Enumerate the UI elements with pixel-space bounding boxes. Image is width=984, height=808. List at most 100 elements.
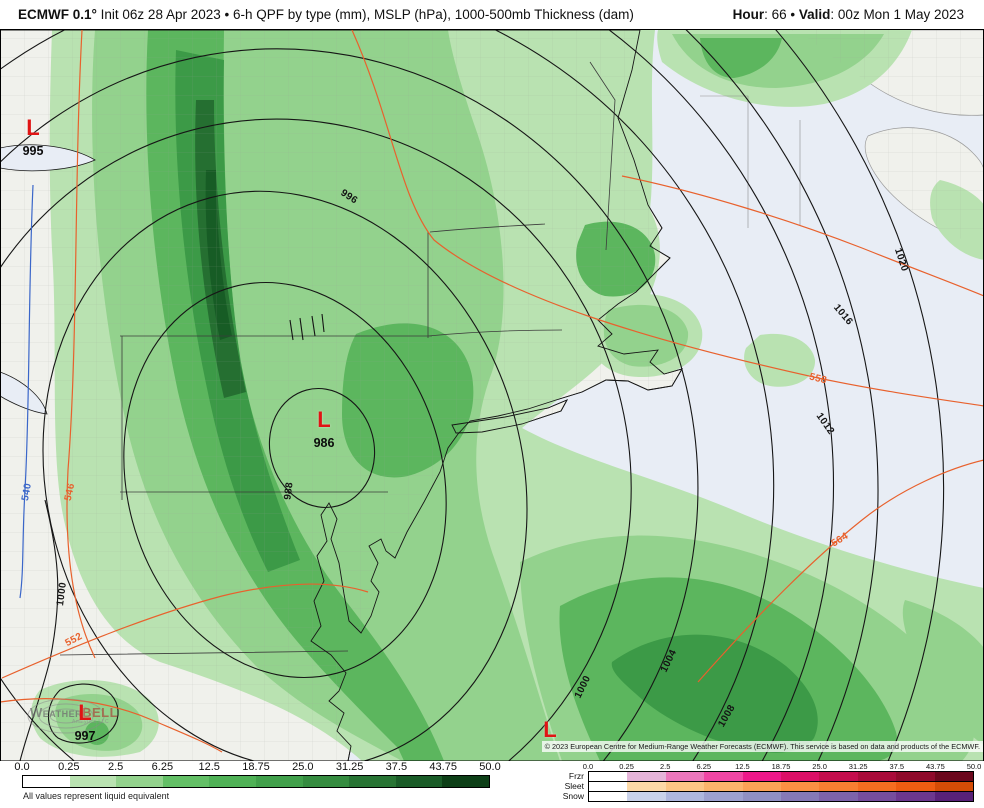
qpf-tick-label: 25.0 xyxy=(292,761,314,773)
title-part: ECMWF 0.1° xyxy=(18,7,97,22)
title-part: Init 06z 28 Apr 2023 • 6-h QPF by type (… xyxy=(96,7,634,22)
ptype-color-segment xyxy=(742,772,782,781)
thickness-540-contour xyxy=(19,184,34,599)
qpf-color-segment xyxy=(116,776,163,787)
qpf-tick-label: 0.25 xyxy=(58,761,80,773)
watermark-weather: Weather xyxy=(30,705,83,720)
ptype-tick-label: 31.25 xyxy=(848,762,868,771)
ptype-row: Frzr xyxy=(558,771,978,782)
ptype-color-segment xyxy=(665,782,705,791)
watermark-swirl-icon xyxy=(27,698,105,734)
ptype-color-segment xyxy=(896,772,935,781)
qpf-tick-label: 37.5 xyxy=(385,761,408,773)
ptype-color-segment xyxy=(934,782,974,791)
ptype-color-segment xyxy=(781,782,820,791)
valid-part: Valid xyxy=(798,7,831,22)
qpf-tick-label: 6.25 xyxy=(151,761,174,773)
ptype-color-segment xyxy=(589,792,628,801)
map-title: ECMWF 0.1° Init 06z 28 Apr 2023 • 6-h QP… xyxy=(0,7,634,22)
ptype-color-segment xyxy=(704,772,743,781)
ptype-color-segment xyxy=(589,782,628,791)
qpf-color-segment xyxy=(162,776,210,787)
qpf-color-segment xyxy=(23,776,70,787)
copyright-notice: © 2023 European Centre for Medium-Range … xyxy=(541,741,983,752)
qpf-note: All values represent liquid equivalent xyxy=(23,791,170,801)
state-borders xyxy=(59,61,616,656)
watermark-text: WeatherBELL xyxy=(30,705,118,720)
watermark-sub: Analytics LLC xyxy=(72,719,110,725)
qpf-tick-label: 2.5 xyxy=(107,761,124,773)
ptype-tick-label: 37.5 xyxy=(889,762,905,771)
ptype-color-segment xyxy=(781,772,820,781)
ptype-tick-label: 0.25 xyxy=(619,762,634,771)
qpf-color-segment xyxy=(302,776,350,787)
ptype-color-segment xyxy=(819,782,858,791)
ptype-color-segment xyxy=(742,782,782,791)
ptype-tick-label: 25.0 xyxy=(812,762,827,771)
ptype-color-segment xyxy=(627,772,666,781)
ptype-color-segment xyxy=(857,792,897,801)
qpf-color-segment xyxy=(442,776,489,787)
ptype-color-segment xyxy=(627,782,666,791)
ptype-color-segment xyxy=(819,792,858,801)
ptype-tick-label: 18.75 xyxy=(771,762,791,771)
valid-time: Hour: 66 • Valid: 00z Mon 1 May 2023 xyxy=(733,7,984,22)
qpf-tick-label: 31.25 xyxy=(335,761,364,773)
qpf-tick-label: 43.75 xyxy=(429,761,457,773)
ptype-color-segment xyxy=(857,772,897,781)
ptype-color-segment xyxy=(896,782,935,791)
qpf-color-segment xyxy=(255,776,303,787)
valid-part: : 66 • xyxy=(764,7,799,22)
qpf-tick-label: 0.0 xyxy=(14,761,30,773)
ptype-tick-label: 43.75 xyxy=(926,762,945,771)
ptype-color-segment xyxy=(857,782,897,791)
ptype-row-label: Frzr xyxy=(568,771,584,781)
ptype-color-segment xyxy=(704,782,743,791)
watermark-bell: BELL xyxy=(82,705,119,720)
ptype-color-segment xyxy=(742,792,782,801)
ptype-colorbars: Frzr Sleet Snow xyxy=(558,771,978,802)
ptype-row-bar xyxy=(588,791,974,802)
low-pressure-symbol: L xyxy=(26,115,40,140)
finger-lakes xyxy=(289,313,325,341)
valid-part: : 00z Mon 1 May 2023 xyxy=(830,7,964,22)
ptype-tick-label: 0.0 xyxy=(582,762,594,771)
ptype-color-segment xyxy=(627,792,666,801)
ptype-scale-ticks: 0.0 0.25 2.5 6.25 12.5 18.75 25.0 31.25 37.5 43.7… xyxy=(583,762,982,771)
qpf-color-segment xyxy=(209,776,256,787)
ptype-color-segment xyxy=(665,792,705,801)
ptype-tick-label: 12.5 xyxy=(735,762,750,771)
low-pressure-symbol: L xyxy=(78,700,92,725)
ptype-tick-label: 50.0 xyxy=(966,762,982,771)
qpf-color-segment xyxy=(349,776,396,787)
lakes xyxy=(0,144,96,415)
legend-area: 0.0 0.25 2.5 6.25 12.5 18.75 25.0 31.25 37.5 43.7… xyxy=(0,761,984,808)
ptype-tick-label: 6.25 xyxy=(696,762,712,771)
low-pressure-value: 995 xyxy=(22,143,44,158)
ptype-color-segment xyxy=(665,772,705,781)
qpf-colorbar xyxy=(22,775,490,788)
low-pressure-symbol: L xyxy=(543,717,557,742)
low-pressure-value: 997 xyxy=(74,728,96,743)
ptype-color-segment xyxy=(934,772,974,781)
contour-label: 988 xyxy=(282,481,296,501)
ptype-row-label: Snow xyxy=(562,791,584,801)
qpf-tick-label: 12.5 xyxy=(198,761,220,773)
thickness-contours xyxy=(0,29,984,753)
ptype-color-segment xyxy=(704,792,743,801)
qpf-scale-ticks: 0.0 0.25 2.5 6.25 12.5 18.75 25.0 31.25 37.5 43.7… xyxy=(14,761,500,774)
title-bar: ECMWF 0.1° Init 06z 28 Apr 2023 • 6-h QP… xyxy=(0,0,984,29)
valid-part: Hour xyxy=(732,7,765,22)
qpf-color-segment xyxy=(395,776,443,787)
weatherbell-watermark: WeatherBELL Analytics LLC xyxy=(24,696,144,742)
low-pressure-symbol: L xyxy=(317,407,331,432)
ptype-color-segment xyxy=(781,792,820,801)
low-pressure-value: 986 xyxy=(313,435,335,450)
qpf-tick-label: 50.0 xyxy=(479,761,501,773)
ptype-color-segment xyxy=(819,772,858,781)
ptype-row: Snow xyxy=(558,791,978,802)
ptype-row-label: Sleet xyxy=(564,781,584,791)
